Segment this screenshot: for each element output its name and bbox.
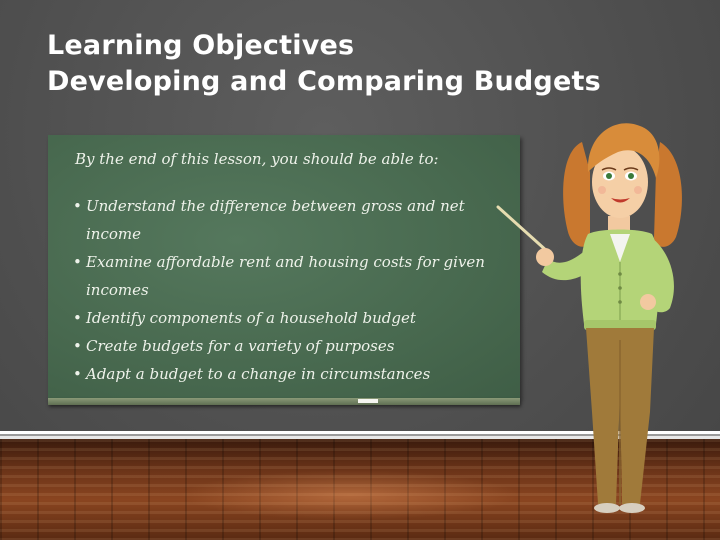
objective-item: • Examine affordable rent and housing co… [73, 248, 515, 304]
objective-item: • Adapt a budget to a change in circumst… [73, 360, 515, 388]
objective-item: • Create budgets for a variety of purpos… [73, 332, 515, 360]
slide-title-line-2: Developing and Comparing Budgets [47, 66, 601, 97]
objective-text: Identify components of a household budge… [86, 309, 416, 327]
floor-highlight [180, 470, 520, 520]
objective-text: Examine affordable rent and housing cost… [86, 253, 485, 299]
slide-title-line-1: Learning Objectives [47, 30, 355, 61]
chalkboard-ledge [48, 398, 520, 405]
objective-item: • Identify components of a household bud… [73, 304, 515, 332]
objective-text: Adapt a budget to a change in circumstan… [86, 365, 431, 383]
objective-item: • Understand the difference between gros… [73, 192, 515, 248]
chalk-piece [358, 399, 378, 403]
bullet-glyph: • [73, 197, 82, 215]
chalkboard-intro: By the end of this lesson, you should be… [75, 150, 439, 168]
bullet-glyph: • [73, 253, 82, 271]
bullet-glyph: • [73, 365, 82, 383]
slide-title: Learning Objectives Developing and Compa… [47, 28, 601, 100]
bullet-glyph: • [73, 309, 82, 327]
teacher-illustration [496, 123, 682, 513]
wall-rail [0, 431, 720, 439]
bullet-glyph: • [73, 337, 82, 355]
objective-text: Understand the difference between gross … [86, 197, 465, 243]
objective-text: Create budgets for a variety of purposes [86, 337, 395, 355]
chalkboard: By the end of this lesson, you should be… [48, 135, 520, 398]
objectives-list: • Understand the difference between gros… [73, 192, 515, 388]
